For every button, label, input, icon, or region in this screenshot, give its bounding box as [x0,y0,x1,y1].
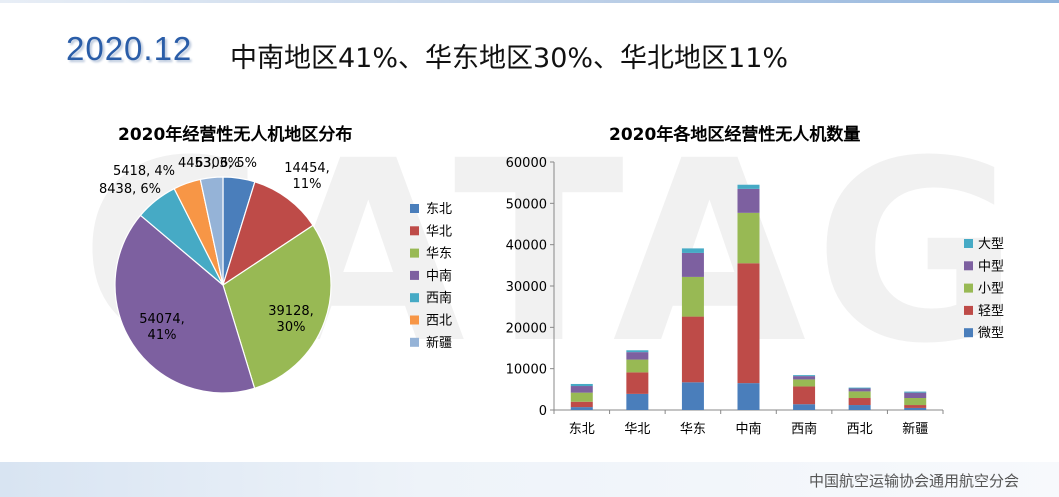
header-date: 2020.12 [66,30,193,67]
bar-segment-西南-大型 [793,375,816,377]
pie-legend-label-华东: 华东 [426,247,452,262]
bar-segment-新疆-小型 [904,398,927,406]
pie-legend-label-中南: 中南 [426,268,452,284]
pie-legend-label-新疆: 新疆 [426,335,452,351]
pie-chart-title: 2020年经营性无人机地区分布 [118,125,353,145]
pie-label-pct-中南: 41% [148,328,177,343]
bar-segment-东北-中型 [570,386,593,393]
pie-slice-华东 [222,224,332,390]
bar-y-tick-label: 0 [539,404,547,419]
pie-label-pct-华北: 11% [293,177,322,192]
bar-y-tick-label: 50000 [506,197,547,212]
bar-segment-西南-轻型 [793,386,816,405]
bar-segment-西北-轻型 [848,398,871,406]
bar-segment-华北-中型 [626,352,649,360]
bar-segment-西北-大型 [848,387,871,389]
bar-x-tick-label-中南: 中南 [735,421,761,437]
bar-legend-label-大型: 大型 [978,237,1004,252]
bar-segment-中南-中型 [737,188,760,213]
bar-legend-label-微型: 微型 [978,326,1004,341]
footer-org: 中国航空运输协会通用航空分会 [808,472,1019,490]
bar-segment-西南-微型 [793,404,816,410]
bar-segment-西北-小型 [848,391,871,399]
bar-segment-西南-小型 [793,379,816,387]
pie-label-中南: 54074, [139,312,185,327]
footer-band [0,462,1059,497]
bar-legend-swatch-小型 [964,283,973,293]
header-title: 中南地区41%、华东地区30%、华北地区11% [230,43,789,74]
pie-legend-swatch-新疆 [410,337,419,347]
bar-segment-新疆-轻型 [904,405,927,408]
bar-segment-华北-轻型 [626,372,649,394]
bar-y-tick-label: 10000 [506,363,547,378]
bar-segment-东北-微型 [570,407,593,410]
bar-segment-中南-轻型 [737,263,760,384]
pie-legend-swatch-华北 [410,226,419,236]
bar-segment-新疆-微型 [904,407,927,410]
bar-segment-华东-微型 [681,382,704,410]
pie-label-华东: 39128, [268,304,314,319]
bar-x-tick-label-西北: 西北 [847,422,873,437]
bar-segment-中南-微型 [737,383,760,410]
bar-legend-label-中型: 中型 [978,259,1004,274]
bar-legend-swatch-微型 [964,328,973,338]
bar-segment-中南-大型 [737,184,760,189]
bar-legend-swatch-轻型 [964,305,973,315]
bar-segment-西北-微型 [848,405,871,410]
bar-y-tick-label: 30000 [506,280,547,295]
pie-label-东北: 6306, 5% [195,156,257,171]
pie-legend-swatch-中南 [410,270,419,280]
bar-legend-label-轻型: 轻型 [978,304,1004,319]
bar-legend-swatch-大型 [964,239,973,248]
pie-label-西北: 5418, 4% [113,164,175,179]
bar-segment-华东-大型 [681,248,704,253]
bar-segment-东北-轻型 [570,401,593,408]
top-accent-line [0,0,1059,3]
pie-slice-中南 [114,214,256,394]
pie-label-西南: 8438, 6% [99,182,161,197]
pie-legend-swatch-西北 [410,315,419,325]
bar-y-tick-label: 20000 [506,321,547,336]
bar-segment-华东-中型 [681,252,704,277]
bar-segment-新疆-中型 [904,392,927,399]
bar-y-tick-label: 60000 [506,156,547,171]
bar-legend-swatch-中型 [964,261,973,271]
bar-x-tick-label-西南: 西南 [791,421,817,437]
pie-legend-label-华北: 华北 [426,224,452,239]
bar-segment-华北-大型 [626,350,649,353]
pie-legend-label-西北: 西北 [426,314,452,329]
pie-label-新疆: 4453, 3% [178,156,240,171]
bar-x-tick-label-华北: 华北 [624,422,650,437]
bar-segment-华东-小型 [681,276,704,317]
bar-segment-华北-微型 [626,393,649,410]
pie-legend-swatch-东北 [410,204,419,213]
bar-x-tick-label-东北: 东北 [569,422,595,437]
pie-slice-新疆 [199,176,224,286]
bar-chart-title: 2020年各地区经营性无人机数量 [609,125,861,145]
bar-segment-华东-轻型 [681,316,704,383]
pie-legend-swatch-华东 [410,248,419,258]
bar-segment-东北-小型 [570,392,593,402]
pie-label-pct-华东: 30% [277,320,306,335]
bar-x-tick-label-新疆: 新疆 [902,421,928,437]
bar-segment-西南-中型 [793,376,816,380]
pie-legend-label-西南: 西南 [426,290,452,306]
bar-x-tick-label-华东: 华东 [680,422,706,437]
bar-legend-label-小型: 小型 [978,282,1004,297]
bar-segment-东北-大型 [570,383,593,387]
bar-y-tick-label: 40000 [506,239,547,254]
pie-label-华北: 14454, [284,161,330,176]
bar-segment-西北-中型 [848,388,871,392]
bar-segment-中南-小型 [737,212,760,264]
pie-legend-label-东北: 东北 [426,202,452,217]
bar-segment-新疆-大型 [904,391,927,393]
pie-slice-华北 [221,181,314,287]
pie-legend-swatch-西南 [410,293,419,303]
bar-segment-华北-小型 [626,359,649,373]
